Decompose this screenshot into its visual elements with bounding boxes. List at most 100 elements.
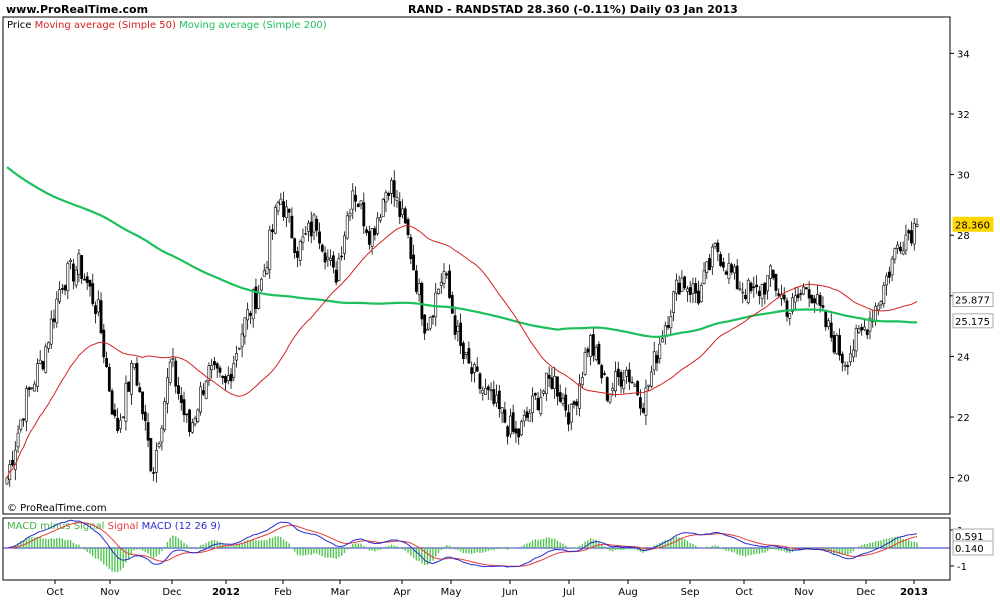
candle-body xyxy=(558,392,562,402)
candle-body xyxy=(379,217,382,221)
candle-body xyxy=(611,387,615,391)
candle-body xyxy=(453,315,457,335)
candle-body xyxy=(58,289,61,302)
candle-body xyxy=(412,254,415,271)
price-axis-label: 20 xyxy=(957,474,970,485)
candle-body xyxy=(199,386,203,413)
candle-body xyxy=(600,365,604,379)
candle-body xyxy=(121,416,125,419)
candle-body xyxy=(896,244,900,249)
time-axis-label: Mar xyxy=(331,587,351,598)
candle-body xyxy=(771,269,775,279)
candle-body xyxy=(359,200,363,205)
candle-body xyxy=(426,328,429,331)
candle-body xyxy=(94,305,97,315)
ma200-line xyxy=(6,166,917,338)
candle-body xyxy=(550,377,554,389)
candle-body xyxy=(774,273,778,291)
macd-panel-frame xyxy=(2,517,951,581)
candle-body xyxy=(674,279,678,294)
candle-body xyxy=(348,212,352,217)
candle-body xyxy=(262,270,266,277)
candle-body xyxy=(666,325,670,328)
candle-body xyxy=(484,387,487,395)
legend-macd-params: (12 26 9) xyxy=(174,521,221,532)
candle-body xyxy=(279,198,283,205)
candle-body xyxy=(174,360,178,387)
candle-body xyxy=(705,261,709,273)
candle-body xyxy=(533,392,537,396)
candle-body xyxy=(392,180,396,198)
candle-body xyxy=(254,286,258,310)
candle-body xyxy=(580,377,584,386)
price-legend: Price Moving average (Simple 50) Moving … xyxy=(7,20,327,31)
candle-body xyxy=(157,443,161,448)
candle-body xyxy=(912,223,916,245)
candle-body xyxy=(694,283,698,294)
candle-body xyxy=(387,192,391,196)
candle-body xyxy=(860,326,864,331)
candle-body xyxy=(721,261,725,268)
candle-body xyxy=(166,377,169,404)
site-url[interactable]: www.ProRealTime.com xyxy=(6,3,149,16)
candle-body xyxy=(525,411,529,418)
candle-body xyxy=(583,352,587,375)
candle-body xyxy=(113,409,117,417)
candle-body xyxy=(370,228,374,247)
candle-body xyxy=(625,370,628,377)
candle-body xyxy=(622,380,626,390)
candle-body xyxy=(544,372,548,395)
price-axis-label: 24 xyxy=(957,352,970,363)
candle-body xyxy=(556,376,559,397)
candle-body xyxy=(616,368,620,377)
candle-body xyxy=(13,449,17,470)
candle-body xyxy=(130,362,133,395)
candle-body xyxy=(716,242,720,252)
candle-body xyxy=(232,363,236,378)
candle-body xyxy=(536,397,540,411)
candle-body xyxy=(414,270,418,292)
candle-body xyxy=(697,290,700,304)
candle-body xyxy=(459,322,463,346)
legend-ma200: Moving average (Simple 200) xyxy=(179,20,327,31)
candle-body xyxy=(398,201,402,218)
candle-body xyxy=(307,222,310,232)
candle-body xyxy=(677,282,681,295)
candle-body xyxy=(91,283,95,305)
candle-body xyxy=(796,294,800,298)
candle-body xyxy=(367,231,371,245)
candlestick-series xyxy=(5,170,919,487)
candle-body xyxy=(362,202,366,227)
time-axis-label: Oct xyxy=(46,587,63,598)
candle-body xyxy=(171,358,175,360)
candle-body xyxy=(154,450,158,473)
candle-body xyxy=(520,421,523,436)
candle-body xyxy=(663,325,667,337)
candle-body xyxy=(420,282,424,320)
candle-body xyxy=(719,254,723,266)
candle-body xyxy=(146,422,150,441)
price-axis-label: 28 xyxy=(957,231,970,242)
candle-body xyxy=(47,342,50,349)
candle-body xyxy=(235,353,238,361)
legend-macd-hist: MACD minus Signal xyxy=(7,521,105,532)
candle-body xyxy=(915,223,919,227)
candle-body xyxy=(793,295,797,303)
candle-body xyxy=(456,325,460,332)
candle-body xyxy=(901,250,905,255)
candle-body xyxy=(843,364,847,367)
candle-body xyxy=(572,401,576,405)
time-axis-label: Apr xyxy=(393,587,411,598)
candle-body xyxy=(276,202,280,212)
candle-body xyxy=(578,383,581,409)
candle-body xyxy=(44,346,48,373)
candle-body xyxy=(41,361,45,370)
candle-body xyxy=(69,260,73,263)
candle-body xyxy=(193,418,197,425)
candle-body xyxy=(160,427,164,443)
candle-body xyxy=(224,376,227,383)
candle-body xyxy=(876,305,880,311)
candle-body xyxy=(406,219,410,236)
candle-body xyxy=(331,255,335,268)
